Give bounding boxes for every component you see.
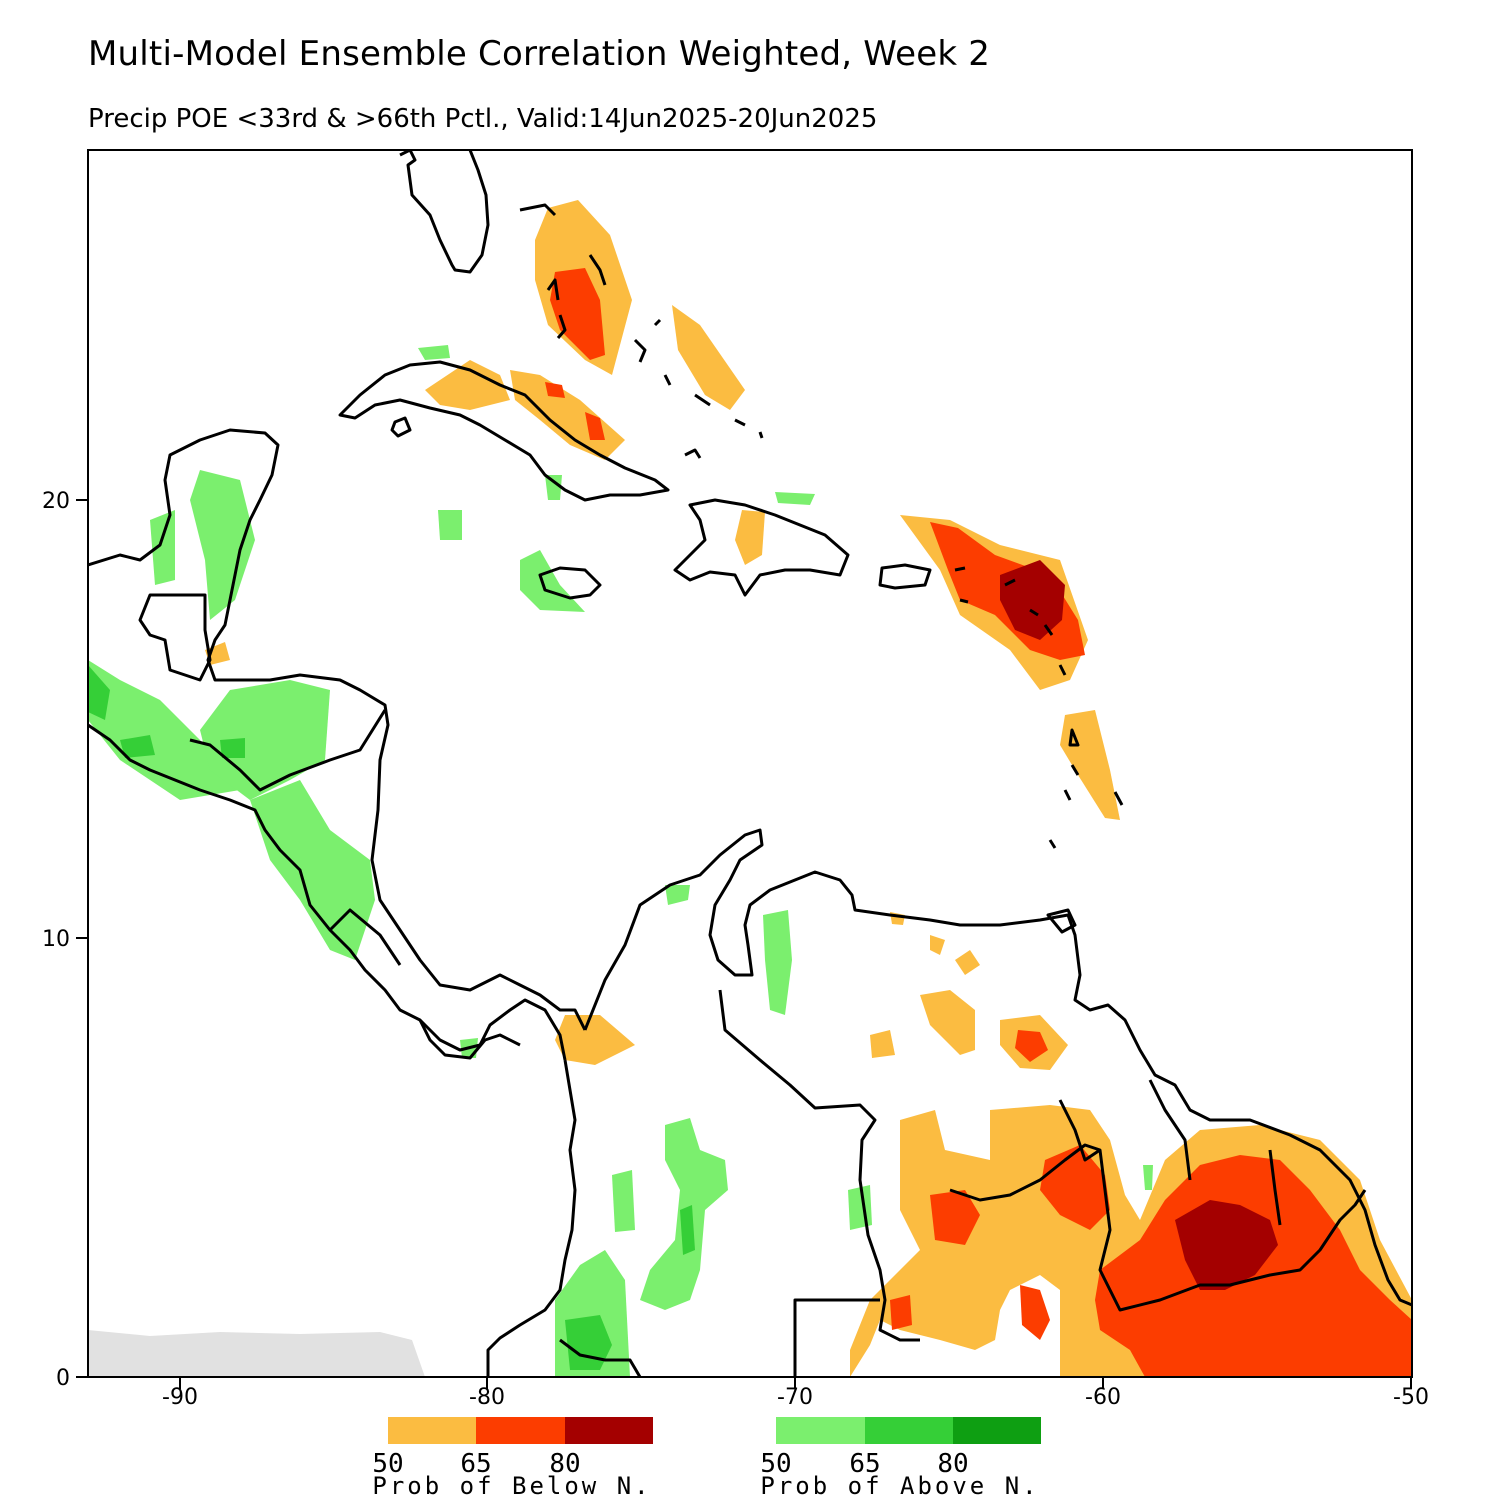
legend-below-swatch-50 xyxy=(388,1417,476,1444)
guatemala-border xyxy=(138,593,212,682)
above-50-area xyxy=(848,1185,872,1230)
above-65-area xyxy=(88,665,110,720)
below-50-area xyxy=(870,1030,895,1058)
trinidad-coastline xyxy=(1046,908,1077,934)
below-65-area xyxy=(545,382,565,398)
missing-data-region xyxy=(88,1330,425,1377)
above-65-area xyxy=(120,735,155,758)
lesser-antilles-islands xyxy=(954,566,1124,849)
below-50-area xyxy=(555,1015,635,1065)
axis-ticks xyxy=(76,499,1412,1389)
above-50-area xyxy=(775,492,815,505)
legend-above-swatch-80 xyxy=(953,1417,1041,1444)
below-65-area xyxy=(1015,1030,1048,1062)
coastlines xyxy=(88,150,1412,1377)
below-65-area xyxy=(930,1190,980,1245)
above-50-area xyxy=(200,680,330,800)
below-50-area xyxy=(672,305,745,410)
legend-above-swatch-50 xyxy=(776,1417,865,1444)
below-50-area xyxy=(510,370,625,460)
y-tick-label: 20 xyxy=(42,489,70,514)
above-65-area xyxy=(220,738,245,758)
legend-above-level: 50 xyxy=(760,1449,791,1479)
below-65-area xyxy=(1020,1285,1050,1340)
above-50-area xyxy=(545,475,562,500)
bahamas-islands xyxy=(519,203,764,459)
above-normal-shading xyxy=(88,345,1153,1377)
below-80-area xyxy=(1175,1200,1278,1290)
below-50-area xyxy=(955,950,980,975)
below-50-area xyxy=(735,510,765,565)
x-tick-label: -50 xyxy=(1393,1385,1429,1410)
guiana-borders xyxy=(1058,1079,1282,1226)
cuba-coastline xyxy=(338,360,670,502)
legend-above-swatch-65 xyxy=(865,1417,953,1444)
legend-below-caption: Prob of Below N. xyxy=(372,1472,651,1500)
above-50-area xyxy=(612,1170,635,1232)
legend-below-level: 80 xyxy=(549,1449,580,1479)
above-50-area xyxy=(520,550,585,612)
legend-below-swatch-80 xyxy=(565,1417,653,1444)
colombia-peru-border xyxy=(559,1338,642,1377)
legend-above-normal: 50 65 80 Prob of Above N. xyxy=(760,1417,1041,1500)
legend-below-normal: 50 65 80 Prob of Below N. xyxy=(372,1417,653,1500)
legend-above-level: 65 xyxy=(849,1449,880,1479)
above-50-area xyxy=(665,885,690,905)
below-50-area xyxy=(920,990,975,1055)
x-tick-label: -60 xyxy=(1085,1385,1121,1410)
colombia-ecuador-border xyxy=(486,1059,577,1377)
below-50-area xyxy=(930,935,945,955)
puerto-rico-coastline xyxy=(878,563,932,590)
below-normal-shading xyxy=(205,200,1412,1377)
above-50-area xyxy=(88,660,240,800)
map-frame xyxy=(87,149,1413,1378)
legend-below-level: 65 xyxy=(460,1449,491,1479)
x-tick-label: -70 xyxy=(777,1385,813,1410)
below-80-area xyxy=(1000,560,1065,640)
above-50-area xyxy=(418,345,450,360)
below-65-area xyxy=(890,1295,912,1330)
brazil-border xyxy=(793,1143,1367,1377)
map-subtitle: Precip POE <33rd & >66th Pctl., Valid:14… xyxy=(88,104,878,134)
above-50-area xyxy=(438,510,462,540)
x-tick-label: -80 xyxy=(469,1385,505,1410)
y-tick-label: 0 xyxy=(56,1366,70,1391)
below-50-area xyxy=(1060,710,1120,820)
x-axis-labels: -90 -80 -70 -60 -50 xyxy=(162,1385,1429,1410)
x-tick-label: -90 xyxy=(162,1385,198,1410)
y-tick-label: 10 xyxy=(42,927,70,952)
above-65-area xyxy=(680,1205,695,1255)
florida-coastline xyxy=(399,150,490,274)
south-america-coastline xyxy=(583,828,1412,1307)
below-50-area xyxy=(425,360,510,410)
colombia-venezuela-border xyxy=(718,989,920,1342)
legend-below-level: 50 xyxy=(372,1449,403,1479)
below-65-area xyxy=(585,412,605,440)
above-50-area xyxy=(1143,1165,1153,1190)
costa-rica-border xyxy=(328,908,402,966)
jamaica-coastline xyxy=(538,566,602,600)
legend-below-swatch-65 xyxy=(476,1417,565,1444)
above-50-area xyxy=(190,470,255,620)
panama-coastline xyxy=(418,1019,521,1060)
hispaniola-coastline xyxy=(673,498,850,597)
above-50-area xyxy=(763,910,792,1015)
map-plot-area xyxy=(88,150,1412,1377)
above-50-area xyxy=(250,780,375,960)
isle-of-youth-coastline xyxy=(390,416,412,438)
legend-above-caption: Prob of Above N. xyxy=(760,1472,1039,1500)
above-65-area xyxy=(565,1315,612,1370)
honduras-nicaragua-border xyxy=(189,709,387,792)
below-65-area xyxy=(550,268,605,360)
central-america-coastline xyxy=(88,428,587,1061)
y-axis-labels: 20 10 0 xyxy=(42,489,70,1391)
legend-above-level: 80 xyxy=(937,1449,968,1479)
map-title: Multi-Model Ensemble Correlation Weighte… xyxy=(88,34,991,74)
above-50-area xyxy=(150,510,175,585)
